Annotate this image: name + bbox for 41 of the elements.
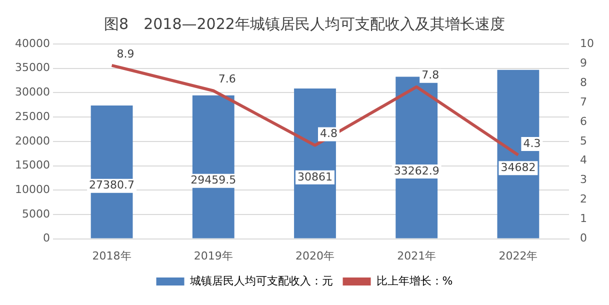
- x-tick-label: 2020年: [296, 249, 334, 262]
- y-tick-label: 0: [42, 232, 50, 245]
- data-label: 27380.7: [89, 178, 135, 192]
- data-label: 30861: [298, 170, 332, 184]
- chart-title: 图8 2018—2022年城镇居民人均可支配收入及其增长速度: [104, 14, 505, 33]
- data-label: 33262.9: [394, 164, 440, 178]
- x-tick-label: 2019年: [194, 249, 233, 262]
- x-tick-label: 2018年: [92, 249, 132, 262]
- y2-tick-label: 1: [580, 212, 588, 226]
- bar: [294, 88, 336, 238]
- x-tick-label: 2021年: [397, 249, 436, 262]
- y-tick-label: 40000: [14, 36, 50, 50]
- y2-tick-label: 7: [580, 95, 588, 108]
- data-label: 8.9: [116, 47, 134, 60]
- data-label: 4.3: [523, 136, 541, 150]
- y2-tick-label: 3: [580, 173, 588, 186]
- y-tick-label: 10000: [14, 182, 50, 196]
- y-tick-label: 5000: [22, 207, 50, 220]
- data-label: 4.8: [320, 127, 338, 140]
- y-tick-label: 20000: [14, 134, 50, 148]
- y2-tick-label: 2: [580, 192, 588, 206]
- y2-tick-label: 4: [580, 154, 588, 167]
- bar: [497, 70, 540, 238]
- y2-tick-label: 8: [580, 76, 588, 89]
- y-tick-label: 35000: [14, 61, 50, 74]
- x-tick-label: 2022年: [498, 249, 538, 262]
- y-tick-label: 30000: [14, 86, 50, 99]
- y-tick-label: 25000: [14, 110, 50, 123]
- legend-label: 比上年增长：%: [376, 274, 453, 288]
- y2-tick-label: 6: [580, 114, 588, 128]
- y2-tick-label: 9: [580, 56, 588, 70]
- y-tick-label: 15000: [14, 158, 50, 172]
- bar: [192, 95, 234, 238]
- y2-tick-label: 10: [580, 36, 594, 50]
- data-label: 7.8: [422, 68, 440, 82]
- y2-tick-label: 0: [580, 232, 588, 245]
- legend-label: 城镇居民人均可支配收入：元: [188, 274, 333, 288]
- data-label: 34682: [500, 160, 536, 174]
- y2-tick-label: 5: [580, 134, 588, 148]
- data-label: 29459.5: [190, 174, 236, 187]
- data-label: 7.6: [218, 72, 236, 86]
